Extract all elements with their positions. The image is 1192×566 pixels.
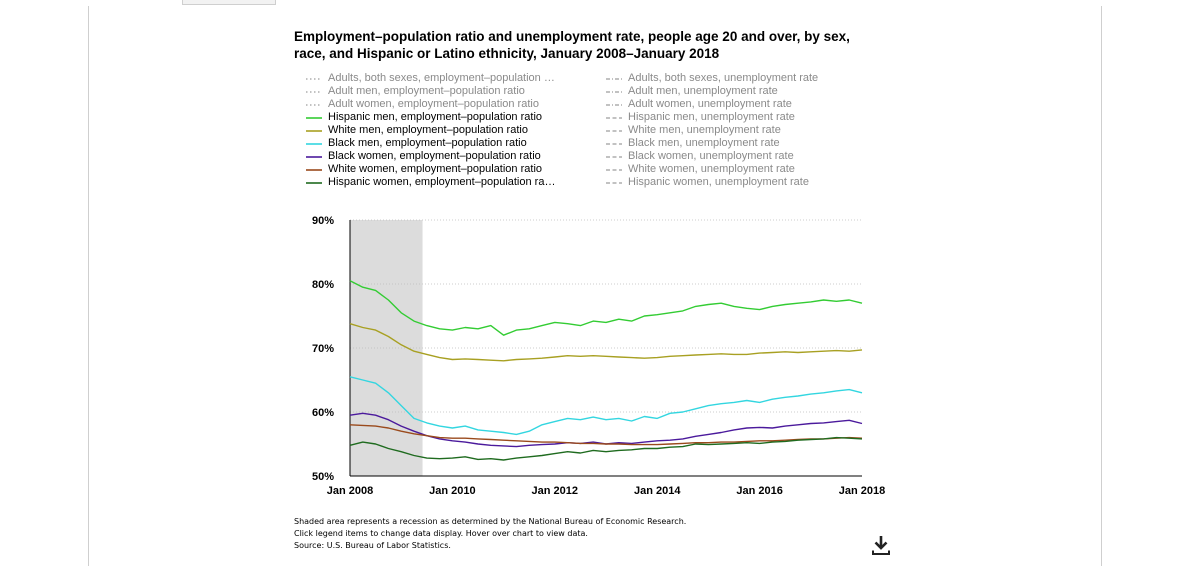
legend-item[interactable]: Adult men, unemployment rate [605,85,818,98]
legend-swatch [306,181,322,184]
tab-stub[interactable] [182,0,276,5]
legend-item[interactable]: Black women, employment–population ratio [305,150,555,163]
x-tick-label: Jan 2008 [327,485,373,497]
legend-swatch [606,116,622,119]
legend-label: Black women, unemployment rate [628,150,794,162]
chart-title: Employment–population ratio and unemploy… [294,29,850,61]
legend-label: Adult women, employment–population ratio [328,98,539,110]
legend-label: White men, unemployment rate [628,124,781,136]
legend-label: Black men, unemployment rate [628,137,780,149]
legend-swatch [606,129,622,132]
legend-label: Hispanic women, unemployment rate [628,176,809,188]
legend-item[interactable]: White women, unemployment rate [605,163,818,176]
series-line [349,436,863,461]
legend-swatch [306,103,322,106]
legend-swatch [306,116,322,119]
y-tick-label: 70% [312,343,334,355]
legend-label: Black women, employment–population ratio [328,150,541,162]
legend-swatch [606,181,622,184]
source-note: Source: U.S. Bureau of Labor Statistics. [294,541,451,550]
y-tick-label: 80% [312,279,334,291]
legend-swatch [606,103,622,106]
x-tick-label: Jan 2016 [736,485,782,497]
legend-label: Hispanic men, unemployment rate [628,111,795,123]
legend-label: Adults, both sexes, employment–populatio… [328,72,555,84]
series-line [349,424,863,446]
legend-label: Hispanic women, employment–population ra… [328,176,556,188]
legend-swatch [306,155,322,158]
legend-item[interactable]: Adult women, unemployment rate [605,98,818,111]
x-tick-label: Jan 2018 [839,485,885,497]
x-tick-label: Jan 2012 [532,485,578,497]
legend-left: Adults, both sexes, employment–populatio… [305,72,555,189]
legend-label: Adult men, employment–population ratio [328,85,525,97]
legend-item[interactable]: Black men, unemployment rate [605,137,818,150]
legend-item[interactable]: Black women, unemployment rate [605,150,818,163]
legend-item[interactable]: White women, employment–population ratio [305,163,555,176]
x-tick-label: Jan 2010 [429,485,475,497]
chart-notes: Shaded area represents a recession as de… [294,516,686,552]
legend-item[interactable]: Hispanic men, unemployment rate [605,111,818,124]
download-icon[interactable] [870,534,892,556]
legend-swatch [306,168,322,171]
legend-label: White women, unemployment rate [628,163,795,175]
legend-label: Black men, employment–population ratio [328,137,527,149]
legend-label: Adult women, unemployment rate [628,98,792,110]
legend-label: Hispanic men, employment–population rati… [328,111,543,123]
series-line [349,280,863,336]
legend-item[interactable]: Adults, both sexes, unemployment rate [605,72,818,85]
legend-swatch [306,90,322,93]
legend-swatch [606,90,622,93]
legend-right: Adults, both sexes, unemployment rate Adu… [605,72,818,189]
chart-frame [88,6,1102,566]
legend-item[interactable]: Adults, both sexes, employment–populatio… [305,72,555,85]
legend-label: Adults, both sexes, unemployment rate [628,72,819,84]
legend-item[interactable]: White men, employment–population ratio [305,124,555,137]
legend-swatch [306,142,322,145]
legend-swatch [306,129,322,132]
legend-swatch [606,142,622,145]
legend-item[interactable]: Hispanic women, unemployment rate [605,176,818,189]
x-tick-label: Jan 2014 [634,485,681,497]
recession-note: Shaded area represents a recession as de… [294,517,687,526]
y-tick-label: 90% [312,215,334,227]
series-line [349,323,863,362]
legend-swatch [606,77,622,80]
legend-swatch [306,77,322,80]
legend-swatch [606,168,622,171]
legend-item[interactable]: Hispanic men, employment–population rati… [305,111,555,124]
instructions-note: Click legend items to change data displa… [294,529,588,538]
legend-item[interactable]: Adult men, employment–population ratio [305,85,555,98]
series-line [349,376,863,436]
legend-item[interactable]: Black men, employment–population ratio [305,137,555,150]
y-tick-label: 60% [312,407,334,419]
legend-label: White men, employment–population ratio [328,124,528,136]
legend-label: White women, employment–population ratio [328,163,543,175]
y-tick-label: 50% [312,471,334,483]
legend-item[interactable]: Hispanic women, employment–population ra… [305,176,555,189]
legend-swatch [606,155,622,158]
legend-item[interactable]: White men, unemployment rate [605,124,818,137]
legend-item[interactable]: Adult women, employment–population ratio [305,98,555,111]
legend-label: Adult men, unemployment rate [628,85,778,97]
